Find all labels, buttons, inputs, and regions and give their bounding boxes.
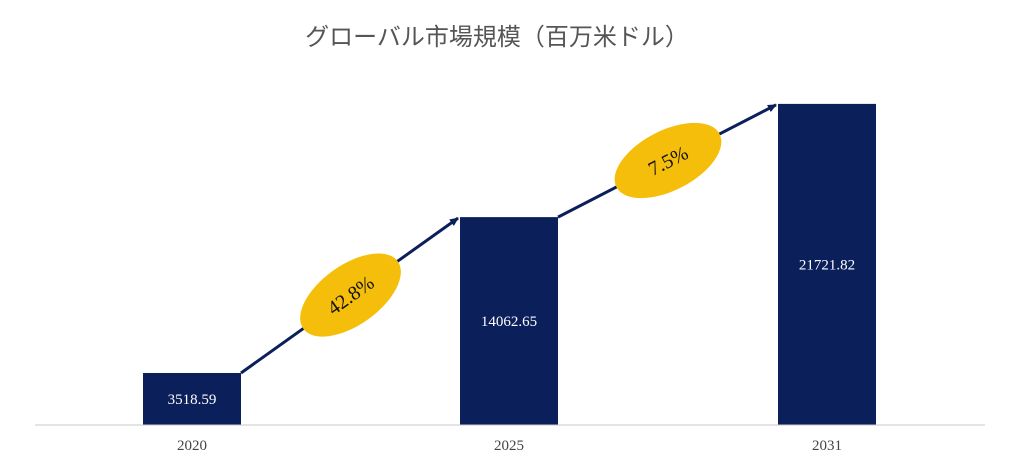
growth-badge: 7.5% xyxy=(614,122,722,199)
growth-ellipse xyxy=(614,122,722,199)
bar-value-label: 14062.65 xyxy=(481,314,537,330)
bar-2020 xyxy=(143,372,241,425)
growth-ellipse xyxy=(300,253,401,337)
chart-title: グローバル市場規模（百万米ドル） xyxy=(305,23,689,51)
bar-2031 xyxy=(778,103,876,425)
bar-2025 xyxy=(460,217,558,425)
bar-value-label: 21721.82 xyxy=(799,257,855,273)
bar-value-label: 3518.59 xyxy=(168,392,217,408)
x-tick-label: 2020 xyxy=(177,438,207,454)
x-tick-label: 2031 xyxy=(812,438,842,454)
growth-badge: 42.8% xyxy=(300,253,401,337)
x-tick-label: 2025 xyxy=(494,438,524,454)
